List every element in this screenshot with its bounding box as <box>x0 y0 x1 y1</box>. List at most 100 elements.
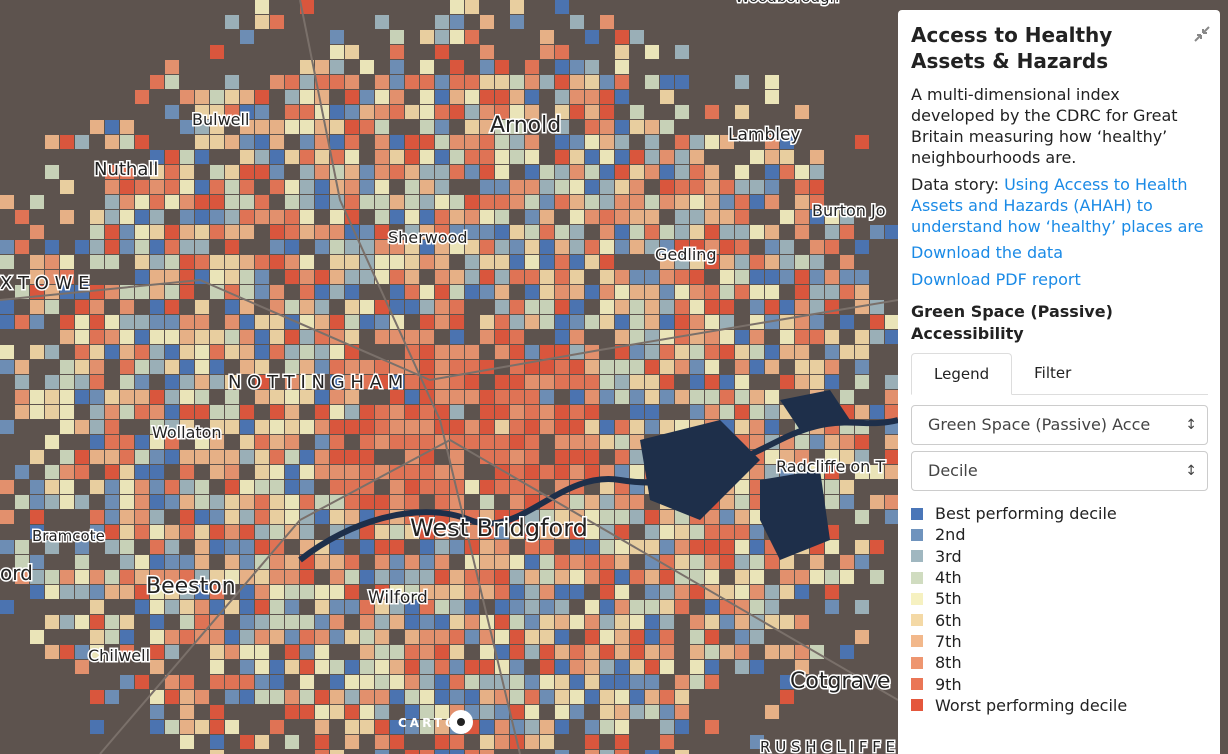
variable-select[interactable]: Green Space (Passive) Acce <box>911 405 1208 445</box>
area-cell <box>360 105 374 119</box>
area-cell <box>495 600 509 614</box>
area-cell <box>180 480 194 494</box>
tabs: Legend Filter <box>911 353 1208 395</box>
area-cell <box>855 555 869 569</box>
area-cell <box>375 105 389 119</box>
area-cell <box>300 705 314 719</box>
area-cell <box>705 180 719 194</box>
area-cell <box>540 375 554 389</box>
area-cell <box>600 750 614 754</box>
place-label: Wollaton <box>152 423 222 442</box>
area-cell <box>675 195 689 209</box>
area-cell <box>705 255 719 269</box>
area-cell <box>90 405 104 419</box>
area-cell <box>345 360 359 374</box>
download-data-link[interactable]: Download the data <box>911 243 1063 262</box>
area-cell <box>315 495 329 509</box>
area-cell <box>105 585 119 599</box>
area-cell <box>570 705 584 719</box>
area-cell <box>180 525 194 539</box>
area-cell <box>0 195 14 209</box>
area-cell <box>420 585 434 599</box>
area-cell <box>405 105 419 119</box>
area-cell <box>240 195 254 209</box>
area-cell <box>525 675 539 689</box>
legend-item: 6th <box>911 609 1208 630</box>
area-cell <box>600 555 614 569</box>
area-cell <box>795 165 809 179</box>
area-cell <box>375 735 389 749</box>
area-cell <box>180 120 194 134</box>
area-cell <box>705 720 719 734</box>
area-cell <box>0 540 14 554</box>
area-cell <box>420 315 434 329</box>
legend-tab[interactable]: Legend <box>911 353 1013 395</box>
area-cell <box>510 270 524 284</box>
area-cell <box>345 585 359 599</box>
area-cell <box>540 660 554 674</box>
area-cell <box>660 525 674 539</box>
area-cell <box>825 495 839 509</box>
area-cell <box>150 270 164 284</box>
roads <box>0 0 898 754</box>
area-cell <box>375 630 389 644</box>
area-cell <box>495 225 509 239</box>
area-cell <box>60 495 74 509</box>
area-cell <box>390 540 404 554</box>
area-cell <box>600 615 614 629</box>
story-link[interactable]: Using Access to Health Assets and Hazard… <box>911 175 1204 236</box>
area-cell <box>45 405 59 419</box>
area-cell <box>750 330 764 344</box>
area-cell <box>60 270 74 284</box>
area-cell <box>570 495 584 509</box>
area-cell <box>60 375 74 389</box>
area-cell <box>510 225 524 239</box>
area-cell <box>270 285 284 299</box>
collapse-icon[interactable] <box>1192 24 1212 44</box>
area-cell <box>375 720 389 734</box>
area-cell <box>345 135 359 149</box>
area-cell <box>315 735 329 749</box>
area-cell <box>435 30 449 44</box>
area-cell <box>585 210 599 224</box>
area-cell <box>270 675 284 689</box>
legend-swatch <box>911 550 923 563</box>
area-cell <box>630 570 644 584</box>
area-cell <box>795 330 809 344</box>
area-cell <box>60 330 74 344</box>
area-cell <box>390 165 404 179</box>
area-cell <box>720 270 734 284</box>
filter-tab[interactable]: Filter <box>1034 364 1072 382</box>
area-cell <box>135 135 149 149</box>
area-cell <box>540 675 554 689</box>
map: WoodboroughBulwellArnoldLambleyNuthallBu… <box>0 0 898 754</box>
area-cell <box>705 300 719 314</box>
area-cell <box>780 450 794 464</box>
area-cell <box>690 240 704 254</box>
area-cell <box>165 390 179 404</box>
legend-swatch <box>911 699 923 712</box>
area-cell <box>630 465 644 479</box>
area-cell <box>780 150 794 164</box>
area-cell <box>600 240 614 254</box>
area-cell <box>420 240 434 254</box>
area-cell <box>165 300 179 314</box>
area-cell <box>450 30 464 44</box>
area-cell <box>375 360 389 374</box>
area-cell <box>660 585 674 599</box>
area-cell <box>495 180 509 194</box>
area-cell <box>435 360 449 374</box>
area-cell <box>630 450 644 464</box>
area-cell <box>315 435 329 449</box>
area-cell <box>210 405 224 419</box>
area-cell <box>615 225 629 239</box>
download-pdf-link[interactable]: Download PDF report <box>911 270 1081 289</box>
area-cell <box>855 345 869 359</box>
area-cell <box>90 420 104 434</box>
area-cell <box>555 675 569 689</box>
area-cell <box>375 195 389 209</box>
area-cell <box>105 570 119 584</box>
area-cell <box>795 660 809 674</box>
area-cell <box>720 585 734 599</box>
classification-select[interactable]: Decile <box>911 451 1208 491</box>
